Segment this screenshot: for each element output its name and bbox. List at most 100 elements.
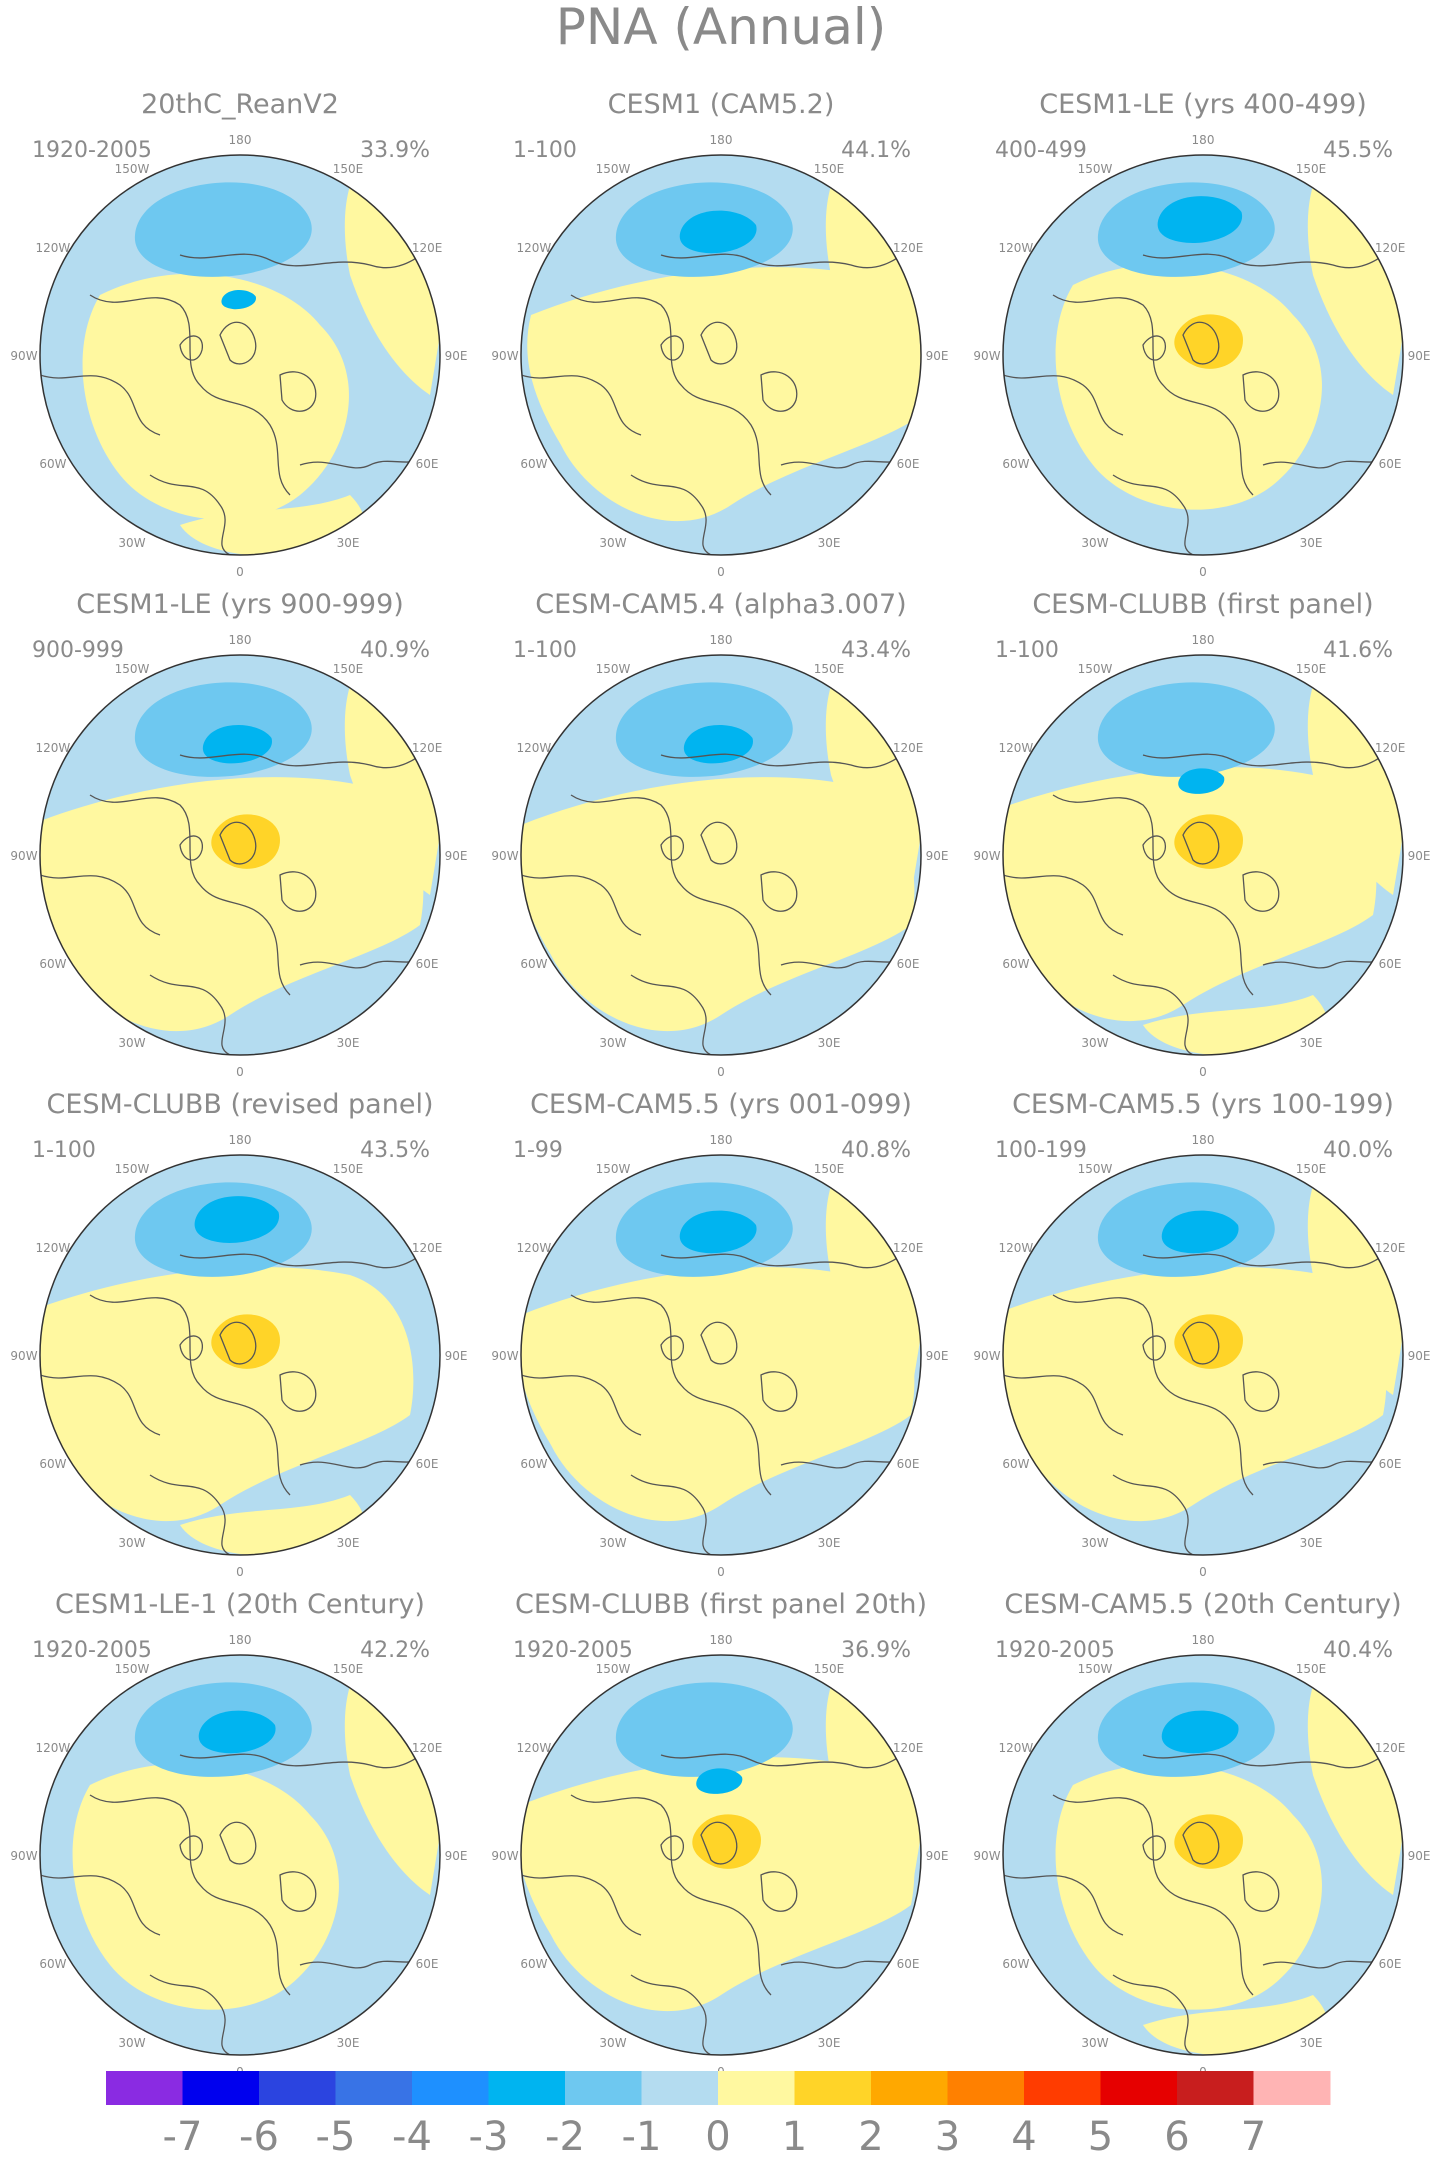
- longitude-label: 120W: [36, 1241, 71, 1255]
- negative-anomaly-core: [1161, 1710, 1239, 1754]
- colorbar-swatch: [1100, 2071, 1178, 2105]
- panel-period: 1920-2005: [32, 1638, 152, 1663]
- longitude-label: 120W: [36, 741, 71, 755]
- longitude-label: 90W: [10, 1849, 37, 1863]
- colorbar-label: -4: [392, 2114, 432, 2160]
- colorbar-swatch: [1024, 2071, 1101, 2105]
- map-border: [520, 1154, 922, 1556]
- positive-region: [40, 777, 424, 1031]
- longitude-label: 180: [229, 1133, 252, 1147]
- longitude-label: 180: [229, 1633, 252, 1647]
- coastline: [630, 1474, 712, 1555]
- panel-variance: 33.9%: [360, 138, 430, 163]
- negative-anomaly-core: [194, 1196, 280, 1244]
- longitude-label: 150W: [115, 162, 150, 176]
- map-border: [39, 154, 441, 556]
- coastline: [219, 821, 257, 865]
- longitude-label: 90W: [10, 849, 37, 863]
- longitude-label: 90E: [926, 349, 949, 363]
- longitude-label: 120E: [412, 241, 443, 255]
- coastline: [179, 835, 203, 861]
- colorbar-label: 6: [1164, 2114, 1189, 2160]
- polar-map: [1003, 1155, 1403, 1555]
- panel-variance: 43.4%: [841, 638, 911, 663]
- map-panel: CESM-CLUBB (revised panel) 1-100 43.5% 180 1…: [10, 1089, 467, 1579]
- positive-region: [40, 1267, 414, 1521]
- longitude-label: 150W: [1078, 662, 1113, 676]
- panel-variance: 44.1%: [841, 138, 911, 163]
- longitude-label: 60E: [416, 1457, 439, 1471]
- coastline: [570, 794, 772, 996]
- map-border: [520, 154, 922, 556]
- coastline: [1112, 474, 1194, 555]
- longitude-label: 60E: [1379, 457, 1402, 471]
- longitude-label: 120W: [36, 241, 71, 255]
- coastline: [630, 1974, 712, 2055]
- longitude-label: 150W: [596, 662, 631, 676]
- coastline: [1242, 1371, 1280, 1412]
- polar-map: [521, 1655, 921, 2055]
- longitude-label: 150W: [596, 1162, 631, 1176]
- longitude-label: 90W: [491, 1349, 518, 1363]
- map-panel: CESM-CAM5.4 (alpha3.007) 1-100 43.4% 180 150…: [491, 589, 948, 1079]
- coastline: [89, 1794, 291, 1996]
- longitude-label: 0: [1199, 565, 1207, 579]
- longitude-label: 120W: [517, 241, 552, 255]
- coastline: [760, 371, 798, 412]
- longitude-label: 180: [710, 1633, 733, 1647]
- colorbar-swatch: [871, 2071, 948, 2105]
- map-panel: CESM1-LE-1 (20th Century)1920-2005 42.2%1…: [10, 1589, 467, 2079]
- panel-title: 20thC_ReanV2: [141, 89, 339, 120]
- longitude-label: 30E: [337, 536, 360, 550]
- longitude-label: 150E: [814, 162, 845, 176]
- positive-region: [344, 665, 440, 895]
- coastline: [219, 321, 257, 365]
- coastline: [660, 244, 917, 269]
- negative-anomaly-core: [696, 1768, 743, 1794]
- longitude-label: 90W: [973, 349, 1000, 363]
- figure-title: PNA (Annual): [556, 0, 886, 56]
- coastline: [279, 1371, 317, 1412]
- longitude-label: 90E: [1408, 349, 1431, 363]
- coastline: [660, 1744, 917, 1769]
- longitude-label: 90E: [445, 1349, 468, 1363]
- longitude-label: 120W: [999, 1241, 1034, 1255]
- coastline: [700, 321, 738, 365]
- coastline: [1142, 335, 1166, 361]
- longitude-label: 120E: [893, 1241, 924, 1255]
- coastline: [1052, 294, 1254, 496]
- coastline: [1242, 1871, 1280, 1912]
- colorbar-label: 0: [705, 2114, 730, 2160]
- positive-region: [344, 165, 440, 395]
- longitude-label: 150E: [333, 1162, 364, 1176]
- colorbar-swatch: [412, 2071, 489, 2105]
- longitude-label: 120E: [412, 1741, 443, 1755]
- longitude-label: 150W: [115, 662, 150, 676]
- coastline: [1112, 974, 1194, 1055]
- positive-region: [825, 1665, 921, 1895]
- coastline: [760, 871, 798, 912]
- coastline: [179, 744, 436, 769]
- longitude-label: 90E: [445, 849, 468, 863]
- coastline: [1003, 1374, 1124, 1436]
- longitude-label: 150E: [814, 1162, 845, 1176]
- coastline: [1142, 744, 1399, 769]
- negative-anomaly-core: [679, 1210, 757, 1254]
- coastline: [89, 1294, 291, 1496]
- longitude-label: 90W: [973, 1349, 1000, 1363]
- negative-anomaly-core: [683, 725, 753, 764]
- longitude-label: 90E: [926, 1349, 949, 1363]
- longitude-label: 60E: [897, 957, 920, 971]
- positive-region: [521, 1757, 915, 2011]
- panel-period: 400-499: [995, 138, 1087, 163]
- longitude-label: 150W: [596, 1662, 631, 1676]
- panel-variance: 40.4%: [1323, 1638, 1393, 1663]
- longitude-label: 120W: [517, 741, 552, 755]
- longitude-label: 0: [1199, 1065, 1207, 1079]
- negative-anomaly-core: [1178, 768, 1225, 794]
- longitude-label: 180: [229, 133, 252, 147]
- map-border: [39, 654, 441, 1056]
- panel-period: 1-100: [513, 638, 577, 663]
- longitude-label: 60W: [39, 957, 66, 971]
- map-panel: CESM1 (CAM5.2) 1-100 44.1% 180 150E 120E 90E 60…: [491, 89, 948, 579]
